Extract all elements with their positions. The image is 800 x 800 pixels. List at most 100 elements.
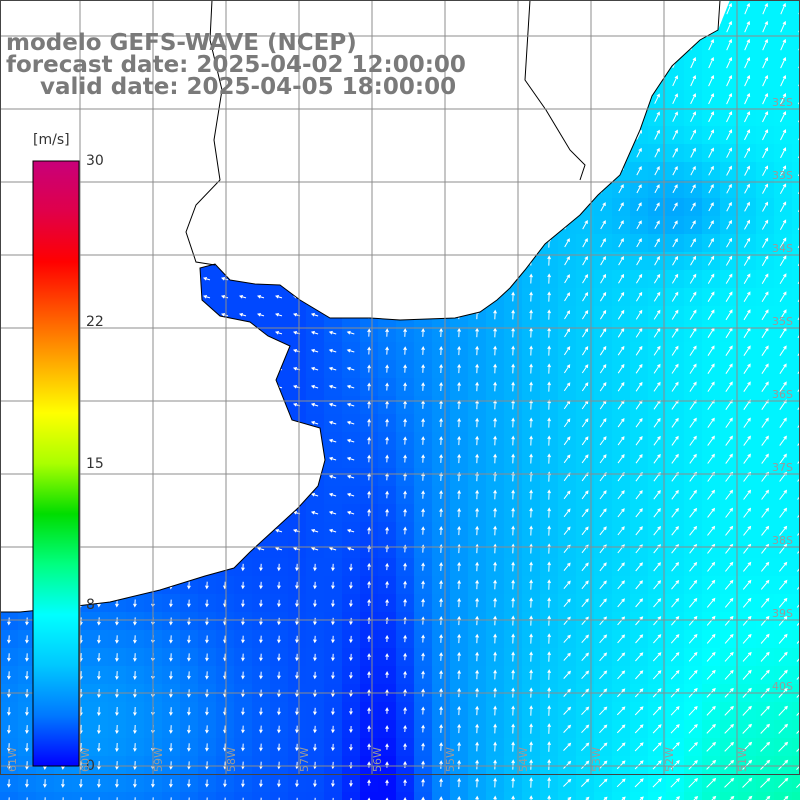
- speed-cell: [216, 486, 235, 505]
- wind-arrow: [367, 148, 371, 157]
- wind-arrow: [385, 256, 389, 265]
- wind-arrow: [707, 507, 716, 518]
- wind-arrow: [547, 741, 551, 752]
- wind-arrow: [4, 385, 13, 389]
- wind-arrow: [220, 295, 229, 299]
- wind-arrow: [166, 259, 175, 263]
- wind-arrow: [580, 778, 590, 787]
- wind-arrow: [671, 435, 679, 446]
- wind-arrow: [493, 345, 497, 356]
- wind-arrow: [4, 528, 13, 533]
- wind-arrow: [725, 417, 733, 428]
- wind-arrow: [367, 166, 371, 175]
- speed-cell: [324, 288, 343, 307]
- wind-arrow: [511, 111, 515, 122]
- wind-arrow: [457, 93, 461, 104]
- wind-arrow: [457, 741, 461, 752]
- speed-cell: [306, 288, 325, 307]
- wind-arrow: [421, 382, 425, 391]
- wind-arrow: [241, 563, 245, 572]
- wind-arrow: [475, 291, 479, 302]
- wind-arrow: [385, 562, 389, 571]
- wind-arrow: [511, 453, 515, 464]
- wind-arrow: [25, 743, 29, 752]
- speed-cell: [0, 576, 19, 595]
- wind-arrow: [690, 93, 696, 105]
- wind-arrow: [310, 276, 319, 281]
- wind-arrow: [796, 669, 800, 680]
- wind-arrow: [653, 562, 661, 572]
- speed-cell: [468, 270, 487, 289]
- wind-arrow: [707, 417, 715, 428]
- wind-arrow: [600, 57, 606, 68]
- wind-arrow: [349, 635, 353, 644]
- wind-arrow: [529, 561, 533, 572]
- wind-arrow: [367, 130, 371, 139]
- wind-arrow: [547, 345, 551, 356]
- speed-cell: [252, 270, 271, 289]
- speed-cell: [234, 234, 253, 253]
- wind-arrow: [529, 183, 533, 194]
- wind-arrow: [725, 489, 734, 500]
- speed-cell: [216, 342, 235, 361]
- wind-arrow: [22, 421, 31, 425]
- wind-arrow: [652, 742, 662, 752]
- wind-arrow: [617, 490, 625, 500]
- wind-arrow: [493, 453, 497, 464]
- wind-arrow: [385, 4, 389, 13]
- wind-arrow: [439, 39, 443, 50]
- wind-arrow: [529, 651, 533, 662]
- wind-arrow: [511, 93, 515, 104]
- speed-cell: [360, 180, 379, 199]
- wind-arrow: [403, 328, 407, 337]
- wind-arrow: [22, 439, 31, 443]
- wind-arrow: [97, 742, 101, 753]
- wind-arrow: [205, 725, 209, 734]
- wind-arrow: [367, 490, 371, 499]
- wind-arrow: [761, 417, 769, 428]
- wind-arrow: [385, 346, 389, 355]
- wind-arrow: [599, 345, 607, 356]
- speed-cell: [0, 90, 19, 109]
- wind-arrow: [547, 381, 551, 392]
- wind-arrow: [22, 79, 31, 83]
- wind-arrow: [475, 129, 479, 140]
- wind-arrow: [25, 779, 29, 788]
- speed-cell: [288, 468, 307, 487]
- speed-cell: [252, 360, 271, 379]
- speed-cell: [162, 576, 181, 595]
- wind-arrow: [310, 204, 319, 209]
- speed-cell: [108, 324, 127, 343]
- wind-arrow: [652, 652, 662, 662]
- wind-arrow: [4, 133, 13, 137]
- lon-label: 61W: [6, 747, 19, 772]
- wind-arrow: [25, 707, 29, 716]
- wind-arrow: [689, 291, 697, 302]
- wind-arrow: [726, 111, 733, 123]
- wind-arrow: [133, 743, 137, 752]
- wind-arrow: [385, 274, 389, 283]
- speed-cell: [414, 126, 433, 145]
- wind-arrow: [529, 129, 533, 140]
- wind-arrow: [367, 112, 371, 121]
- speed-cell: [198, 540, 217, 559]
- wind-arrow: [581, 670, 590, 680]
- wind-arrow: [421, 202, 425, 211]
- wind-arrow: [94, 403, 103, 407]
- wind-arrow: [582, 292, 589, 302]
- wind-arrow: [547, 597, 551, 608]
- wind-arrow: [547, 651, 551, 662]
- wind-arrow: [94, 367, 103, 371]
- map-title: modelo GEFS-WAVE (NCEP): [6, 30, 357, 56]
- wind-arrow: [202, 511, 211, 515]
- wind-arrow: [151, 797, 155, 800]
- speed-cell: [0, 144, 19, 163]
- speed-cell: [72, 126, 91, 145]
- speed-cell: [162, 108, 181, 127]
- speed-cell: [396, 270, 415, 289]
- wind-arrow: [581, 508, 589, 518]
- wind-arrow: [133, 563, 137, 572]
- wind-arrow: [241, 707, 245, 716]
- wind-arrow: [4, 511, 13, 515]
- wind-arrow: [202, 349, 211, 353]
